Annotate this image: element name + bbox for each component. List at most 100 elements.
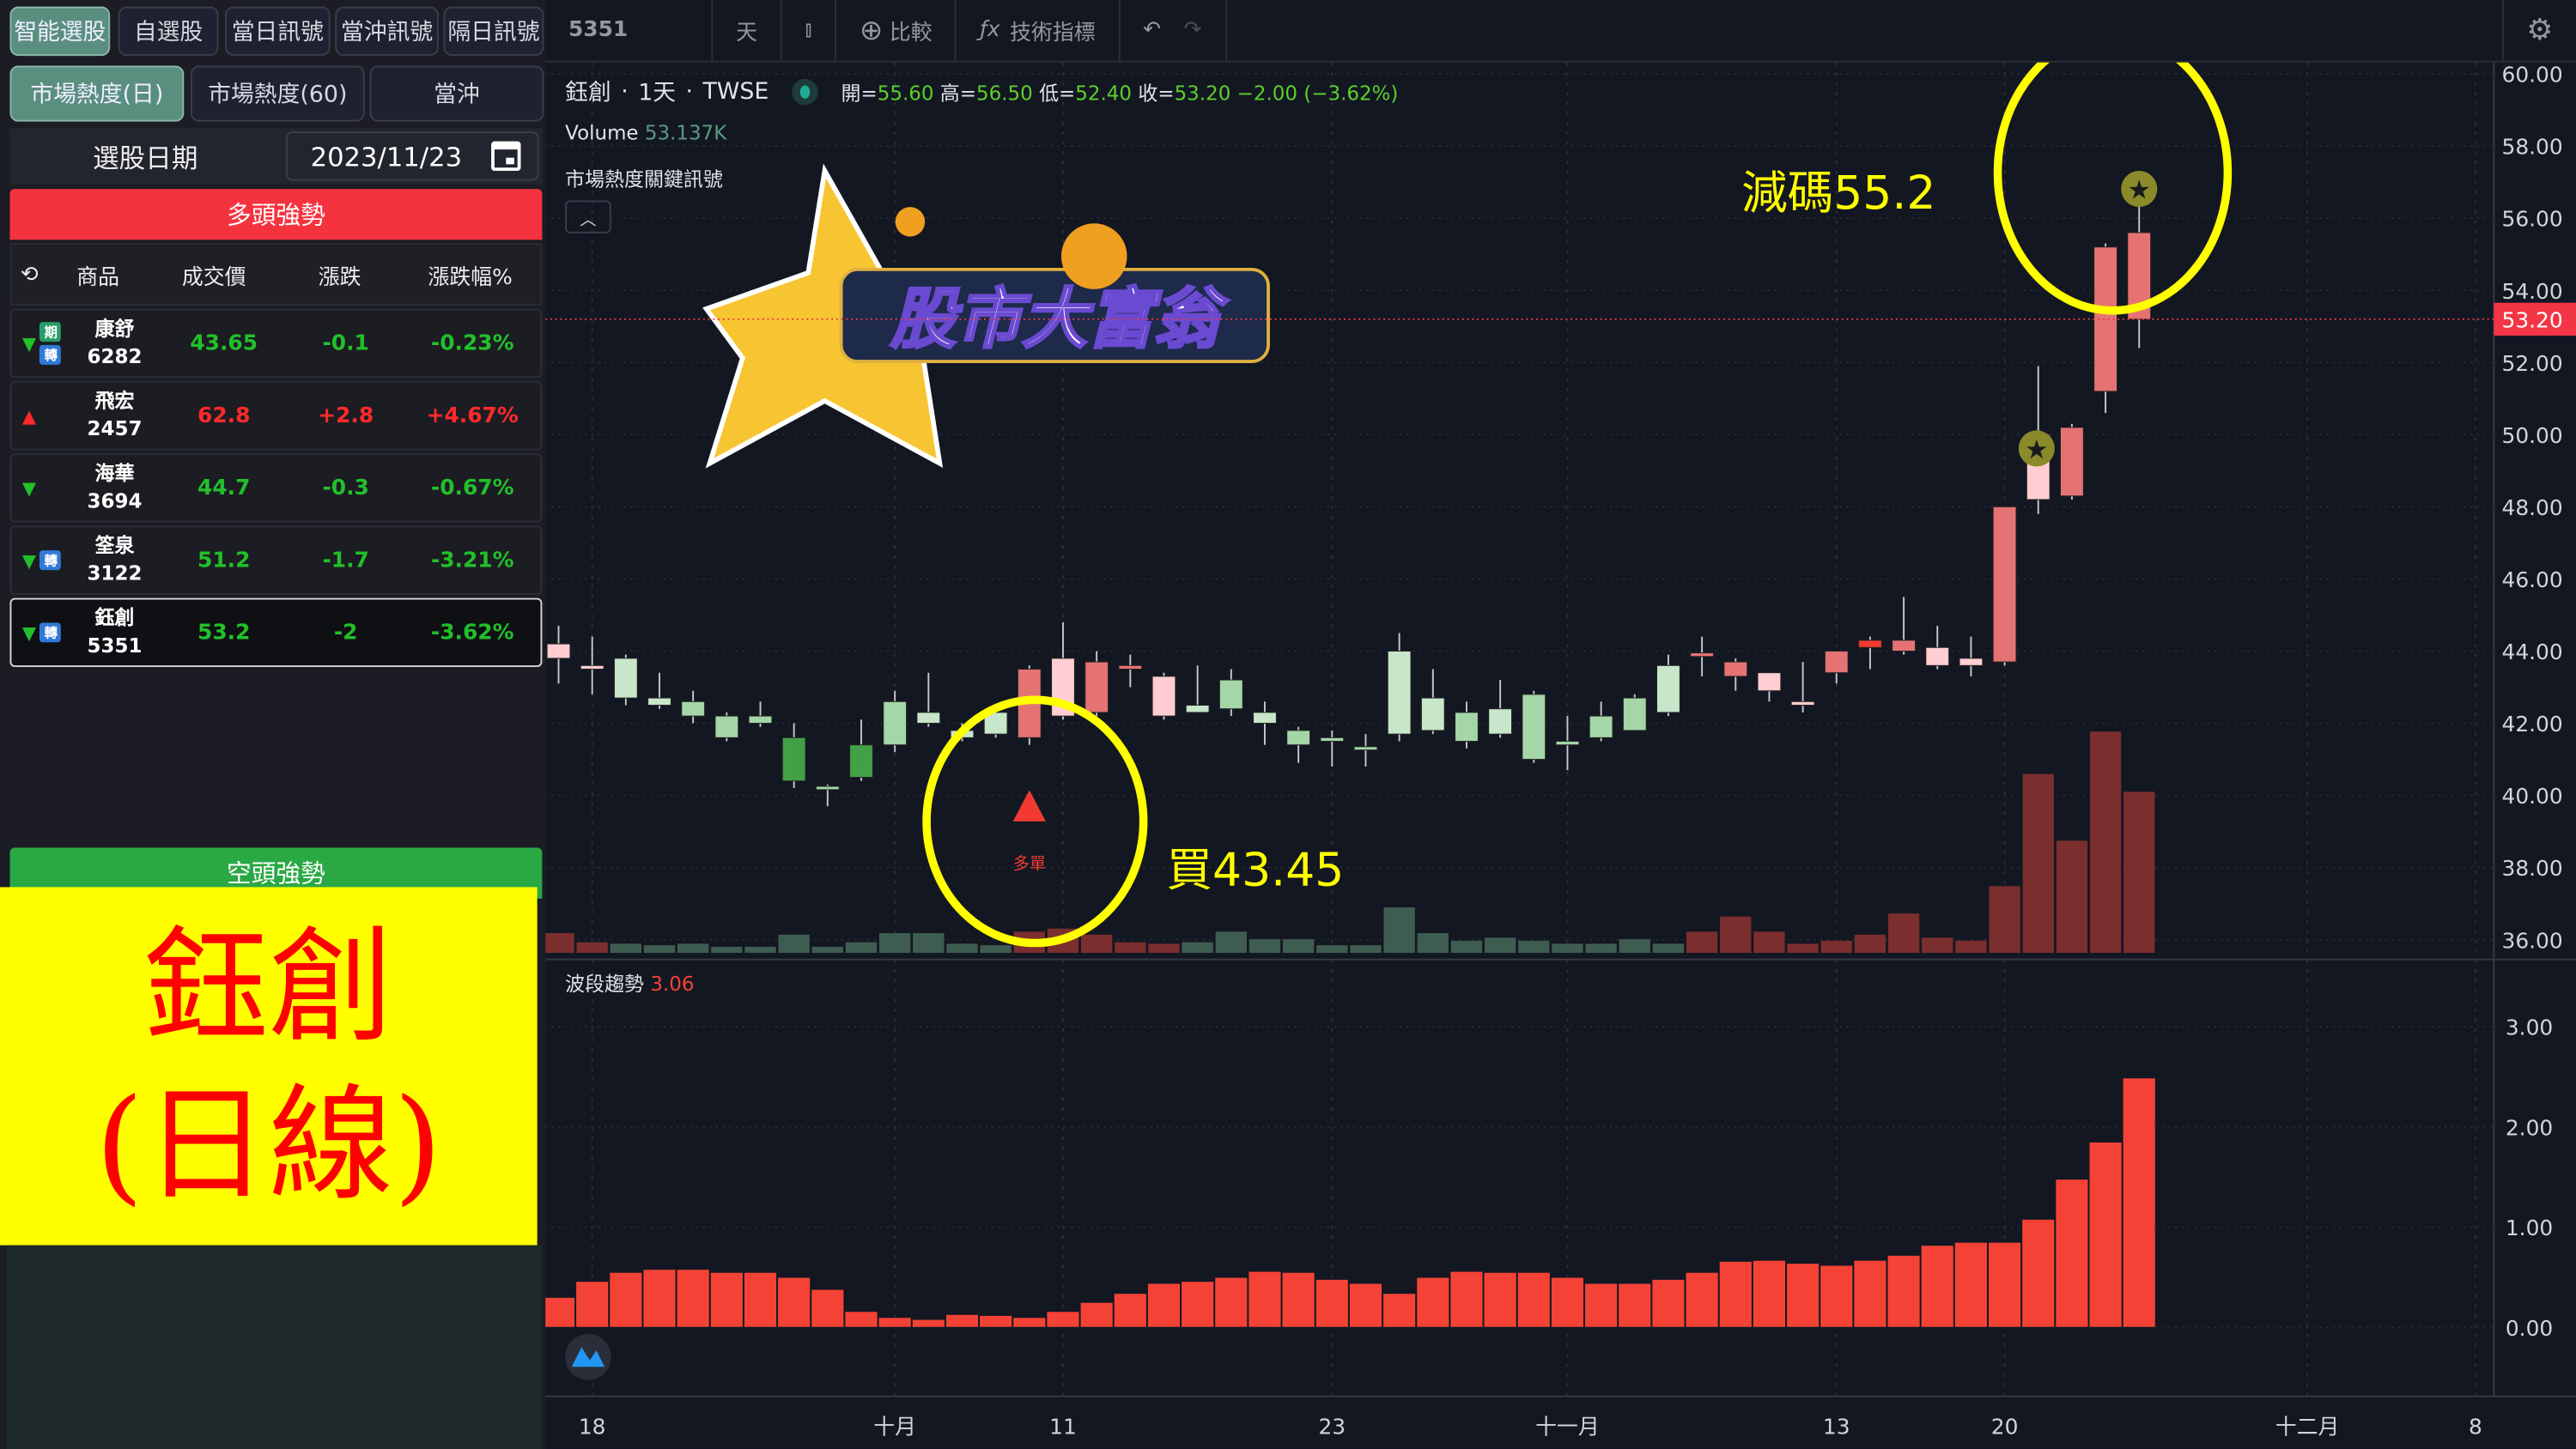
- tab-smart-picks[interactable]: 智能選股: [9, 6, 111, 57]
- trend-bar: [1853, 1259, 1887, 1328]
- undo-icon[interactable]: ↶: [1143, 18, 1162, 43]
- trend-bar: [1987, 1241, 2022, 1328]
- stock-name: 飛宏 2457: [87, 389, 143, 440]
- candlestick-icon: ⫾: [805, 18, 812, 43]
- change: -0.3: [322, 476, 369, 500]
- stock-name: 筌泉 3122: [87, 533, 143, 585]
- tradingview-logo-icon: [565, 1334, 611, 1380]
- trend-bar: [1550, 1276, 1585, 1328]
- volume-bar: [778, 934, 810, 954]
- volume-bar: [711, 946, 743, 954]
- volume-bar: [878, 933, 911, 954]
- trend-bar: [642, 1269, 677, 1328]
- settings-gear-icon[interactable]: ⚙: [2501, 0, 2576, 62]
- trend-bar: [1248, 1270, 1282, 1328]
- tab-market-heat-60[interactable]: 市場熱度(60): [190, 65, 365, 122]
- volume-bar: [2089, 731, 2122, 954]
- volume-bar: [1787, 943, 1819, 954]
- tags: 轉: [39, 550, 69, 571]
- trend-bar: [1651, 1278, 1686, 1328]
- volume-bar: [1249, 939, 1281, 954]
- volume-bar: [1417, 933, 1449, 954]
- date-picker[interactable]: 2023/11/23: [285, 131, 539, 181]
- trend-bar: [1920, 1245, 1954, 1328]
- date-row: 選股日期 2023/11/23: [9, 128, 543, 185]
- trend-bar: [1820, 1264, 1854, 1328]
- volume-bar: [1552, 943, 1583, 954]
- col-product: 商品: [76, 265, 120, 290]
- time-tick: 十月: [873, 1415, 916, 1440]
- candle-body: [1455, 712, 1479, 743]
- star-glyph: ★: [2128, 176, 2151, 206]
- candle-body: [647, 697, 671, 706]
- price-tick: 36.00: [2502, 928, 2563, 953]
- table-row[interactable]: ▼ 期轉康舒 6282 43.65 -0.1 -0.23%: [9, 308, 543, 379]
- candle-body: [1118, 664, 1143, 670]
- tab-daytrade-signals[interactable]: 當沖訊號: [335, 6, 439, 57]
- table-row[interactable]: ▼ 海華 3694 44.7 -0.3 -0.67%: [9, 453, 543, 523]
- last-price-label: 53.20: [2502, 307, 2563, 332]
- trend-bar: [545, 1296, 576, 1328]
- star-marker-icon: [2121, 171, 2158, 208]
- candle-body: [1185, 705, 1210, 713]
- logo-coin: [1060, 223, 1127, 289]
- volume-bar: [1652, 943, 1685, 954]
- volume-bar: [1989, 886, 2020, 954]
- chart-canvas[interactable]: 股市大富翁60.0058.0056.0054.0052.0050.0048.00…: [545, 62, 2576, 1449]
- refresh-icon[interactable]: ⟲: [20, 262, 39, 287]
- table-row[interactable]: ▼ 轉 筌泉 3122 51.2 -1.7 -3.21%: [9, 525, 543, 595]
- overlay-timeframe: (日線): [94, 1070, 442, 1218]
- calendar-icon[interactable]: [491, 141, 521, 172]
- volume-bar: [1182, 942, 1213, 954]
- collapse-chevron-up-icon[interactable]: ︿: [565, 200, 611, 233]
- trend-bar: [1079, 1301, 1114, 1328]
- trend-bar: [1214, 1276, 1249, 1328]
- time-tick: 18: [579, 1415, 606, 1440]
- compare-button[interactable]: ⊕ 比較: [836, 0, 957, 62]
- triangle-down-icon: ▼: [21, 621, 37, 644]
- tab-market-heat-daily[interactable]: 市場熱度(日): [9, 65, 185, 122]
- change: -0.1: [322, 330, 369, 356]
- candle-body: [1084, 661, 1109, 713]
- stock-title-overlay: 鈺創 (日線): [0, 887, 538, 1246]
- trend-bar: [1785, 1263, 1820, 1328]
- candle-body: [883, 700, 908, 746]
- col-change-pct: 漲跌幅%: [428, 265, 513, 290]
- change: +2.8: [318, 403, 374, 428]
- symbol-search[interactable]: 5351: [545, 0, 714, 62]
- chart-type-button[interactable]: ⫾: [782, 0, 837, 62]
- trend-bar: [978, 1314, 1013, 1328]
- chart-area[interactable]: 股市大富翁 60.00 58.00 56.00 54.00 52.00 50.00 48.00…: [545, 62, 2576, 1449]
- indicators-button[interactable]: ƒx 技術指標: [957, 0, 1121, 62]
- candle-body: [781, 737, 806, 782]
- trend-bar: [1886, 1254, 1921, 1328]
- candle-body: [1218, 679, 1243, 710]
- table-row[interactable]: ▼ 轉 鈺創 5351 53.2 -2 -3.62%: [9, 597, 543, 668]
- price: 62.8: [197, 403, 251, 428]
- volume-bar: [1720, 916, 1752, 954]
- tab-daily-signals[interactable]: 當日訊號: [225, 6, 331, 57]
- trend-tick: 3.00: [2506, 1016, 2553, 1040]
- volume-bar: [946, 943, 978, 954]
- tab-nextday-signals[interactable]: 隔日訊號: [443, 6, 544, 57]
- change-pct: -3.62%: [430, 620, 514, 646]
- change-pct: -3.21%: [430, 548, 514, 573]
- trend-tick: 2.00: [2506, 1115, 2553, 1140]
- trend-bar: [1583, 1282, 1619, 1328]
- interval-button[interactable]: 天: [713, 0, 782, 62]
- candle-body: [815, 785, 840, 791]
- tab-daytrade[interactable]: 當沖: [369, 65, 544, 122]
- trend-bar: [1348, 1282, 1383, 1328]
- redo-icon[interactable]: ↷: [1183, 18, 1202, 43]
- time-tick: 13: [1823, 1415, 1850, 1440]
- table-row[interactable]: ▲ 飛宏 2457 62.8 +2.8 +4.67%: [9, 381, 543, 451]
- tab-watchlist[interactable]: 自選股: [118, 6, 219, 57]
- volume-bar: [1316, 945, 1348, 954]
- price-tick: 44.00: [2502, 640, 2563, 664]
- col-change: 漲跌: [318, 265, 361, 290]
- high-label: 高=: [939, 81, 977, 105]
- candle-body: [1622, 697, 1647, 731]
- volume-bar: [1820, 940, 1852, 954]
- tags: 轉: [39, 622, 69, 643]
- plus-circle-icon: ⊕: [859, 14, 884, 47]
